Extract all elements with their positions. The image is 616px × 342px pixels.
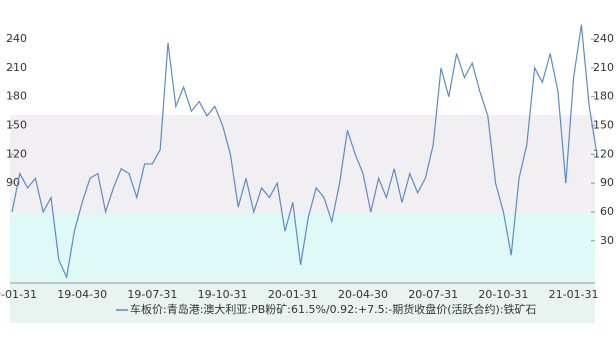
y2-tick-label: 120 xyxy=(593,147,614,160)
legend-background xyxy=(10,283,595,323)
x-tick-label: 19-10-31 xyxy=(198,288,248,301)
x-tick-label: 20-04-30 xyxy=(338,288,388,301)
x-tick-label: 19-01-31 xyxy=(0,288,37,301)
y2-tick-label: 90 xyxy=(600,176,614,189)
band xyxy=(10,213,595,283)
x-tick-label: 20-07-31 xyxy=(408,288,458,301)
y-tick-label: 120 xyxy=(6,147,27,160)
y2-tick-label: 240 xyxy=(593,32,614,45)
y2-tick-label: 30 xyxy=(600,234,614,247)
y2-tick-label: 150 xyxy=(593,119,614,132)
y-tick-label: 180 xyxy=(6,90,27,103)
y-tick-label: 210 xyxy=(6,61,27,74)
x-tick-label: 21-01-31 xyxy=(549,288,599,301)
y2-tick-label: 210 xyxy=(593,61,614,74)
band xyxy=(10,115,595,213)
y2-tick-label: 60 xyxy=(600,205,614,218)
x-tick-label: 19-04-30 xyxy=(57,288,107,301)
x-tick-label: 20-01-31 xyxy=(268,288,318,301)
line xyxy=(11,24,598,280)
y-tick-label: 240 xyxy=(6,32,27,45)
x-tick-label: 19-07-31 xyxy=(127,288,177,301)
y-tick-label: 150 xyxy=(6,119,27,132)
x-tick-label: 20-10-31 xyxy=(478,288,528,301)
legend-label: 车板价:青岛港:澳大利亚:PB粉矿:61.5%/0.92:+7.5:-期货收盘价… xyxy=(130,302,537,316)
y2-tick-label: 180 xyxy=(593,90,614,103)
